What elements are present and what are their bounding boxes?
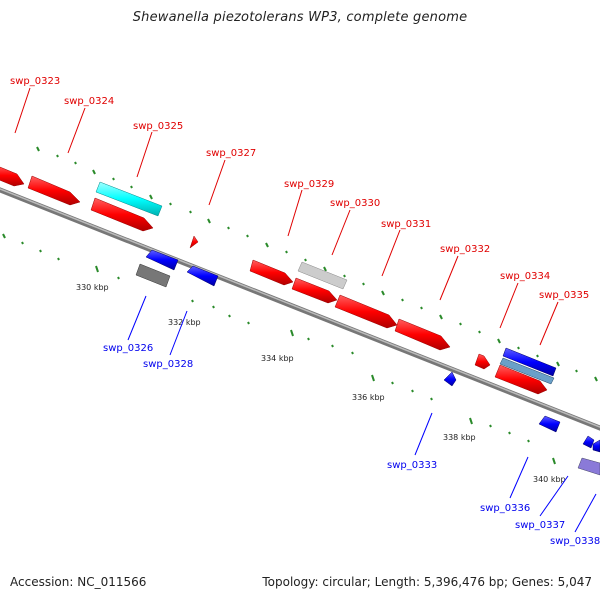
- gene-label-forward[interactable]: swp_0327: [206, 148, 256, 159]
- gene-label-forward[interactable]: swp_0334: [500, 271, 550, 282]
- inner-tick-ring: [2, 233, 556, 465]
- gene-label-reverse[interactable]: swp_0337: [515, 520, 565, 531]
- tick-label: 334 kbp: [261, 354, 294, 363]
- tick-label: 332 kbp: [168, 318, 201, 327]
- outer-tick-ring: [36, 146, 598, 382]
- gene-arrow-forward[interactable]: [297, 261, 348, 290]
- gene-label-reverse[interactable]: swp_0328: [143, 359, 193, 370]
- gene-arrow-reverse[interactable]: [582, 435, 595, 449]
- genome-backbone: [0, 187, 600, 431]
- gene-arrow-forward[interactable]: [394, 318, 451, 351]
- gene-arrow-reverse[interactable]: [135, 263, 171, 288]
- gene-label-reverse[interactable]: swp_0333: [387, 460, 437, 471]
- reverse-leaders: [127, 295, 597, 533]
- gene-arrow-reverse[interactable]: [577, 457, 600, 476]
- gene-label-forward[interactable]: swp_0330: [330, 198, 380, 209]
- gene-label-reverse[interactable]: swp_0336: [480, 503, 530, 514]
- gene-label-forward[interactable]: swp_0332: [440, 244, 490, 255]
- gene-arrow-forward[interactable]: [90, 197, 154, 232]
- gene-label-forward[interactable]: swp_0324: [64, 96, 114, 107]
- tick-label: 330 kbp: [76, 283, 109, 292]
- gene-arrow-forward[interactable]: [0, 165, 25, 187]
- gene-label-reverse[interactable]: swp_0326: [103, 343, 153, 354]
- gene-arrow-reverse[interactable]: [145, 249, 179, 271]
- gene-arrow-forward[interactable]: [494, 364, 548, 395]
- gene-label-forward[interactable]: swp_0331: [381, 219, 431, 230]
- genome-summary-text: Topology: circular; Length: 5,396,476 bp…: [262, 575, 592, 589]
- gene-arrow-forward[interactable]: [189, 235, 199, 249]
- gene-arrow-forward[interactable]: [95, 181, 163, 217]
- tick-label: 336 kbp: [352, 393, 385, 402]
- gene-arrow-reverse[interactable]: [443, 371, 457, 387]
- gene-label-forward[interactable]: swp_0323: [10, 76, 60, 87]
- reverse-genes: [135, 249, 600, 476]
- accession-text: Accession: NC_011566: [10, 575, 147, 589]
- gene-arrow-reverse[interactable]: [538, 415, 561, 433]
- gene-arrow-forward[interactable]: [334, 294, 398, 329]
- gene-arrow-forward[interactable]: [249, 259, 294, 286]
- tick-label: 340 kbp: [533, 475, 566, 484]
- tick-label: 338 kbp: [443, 433, 476, 442]
- gene-label-reverse[interactable]: swp_0338: [550, 536, 600, 547]
- gene-arrow-forward[interactable]: [502, 347, 557, 377]
- forward-genes: [0, 165, 557, 395]
- forward-labels: swp_0323 swp_0324 swp_0325 swp_0327 swp_…: [10, 76, 589, 301]
- gene-arrow-forward[interactable]: [291, 277, 338, 304]
- gene-arrow-reverse[interactable]: [592, 439, 600, 453]
- gene-arrow-reverse[interactable]: [186, 265, 219, 287]
- forward-leaders: [14, 87, 559, 346]
- map-title: Shewanella piezotolerans WP3, complete g…: [132, 10, 468, 25]
- gene-arrow-forward[interactable]: [499, 357, 555, 385]
- gene-label-forward[interactable]: swp_0325: [133, 121, 183, 132]
- reverse-labels: swp_0326 swp_0328 swp_0333 swp_0336 swp_…: [103, 343, 600, 547]
- gene-arrow-forward[interactable]: [474, 353, 491, 370]
- gene-arrow-forward[interactable]: [27, 175, 81, 206]
- genome-backbone-highlight: [0, 188, 600, 428]
- gene-label-forward[interactable]: swp_0335: [539, 290, 589, 301]
- gene-label-forward[interactable]: swp_0329: [284, 179, 334, 190]
